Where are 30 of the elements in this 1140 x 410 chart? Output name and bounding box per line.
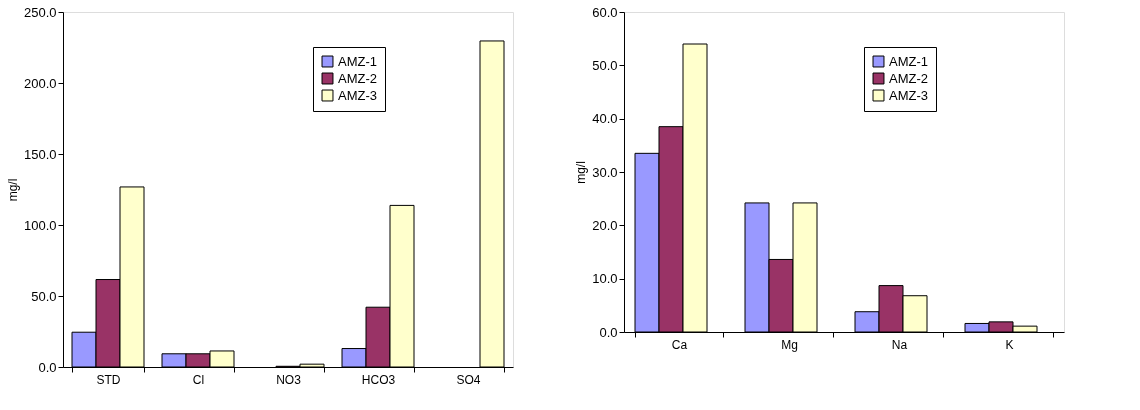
y-axis-title: mg/l — [574, 161, 589, 184]
legend-label: AMZ-2 — [338, 70, 377, 86]
legend-label: AMZ-2 — [889, 70, 928, 86]
y-tick-label: 100.0 — [23, 217, 57, 233]
x-tick-label: SO4 — [456, 372, 481, 387]
y-tick-label: 50.0 — [31, 288, 57, 304]
legend-label: AMZ-1 — [889, 53, 928, 69]
y-tick-label: 40.0 — [592, 111, 618, 127]
y-tick-label: 20.0 — [592, 217, 618, 233]
y-tick-label: 250.0 — [23, 4, 57, 20]
x-tick-label: Ca — [671, 337, 688, 352]
y-tick-label: 0.0 — [599, 324, 618, 340]
x-tick-label: Mg — [781, 337, 798, 352]
y-tick-label: 30.0 — [592, 164, 618, 180]
y-tick-label: 200.0 — [23, 75, 57, 91]
y-tick-label: 0.0 — [38, 359, 57, 375]
y-axis-title: mg/l — [5, 178, 20, 202]
legend-label: AMZ-3 — [338, 87, 377, 103]
x-tick-label: Na — [891, 337, 908, 352]
y-tick-label: 60.0 — [592, 4, 618, 20]
legend-label: AMZ-1 — [338, 53, 377, 69]
x-tick-label: K — [1005, 337, 1014, 352]
x-tick-label: HCO3 — [361, 372, 396, 387]
x-tick-label: Cl — [192, 372, 205, 387]
legend-label: AMZ-3 — [889, 87, 928, 103]
x-tick-label: NO3 — [276, 372, 302, 387]
y-tick-label: 50.0 — [592, 57, 618, 73]
x-tick-label: STD — [96, 372, 121, 387]
y-tick-label: 10.0 — [592, 271, 618, 287]
y-tick-label: 150.0 — [23, 146, 57, 162]
